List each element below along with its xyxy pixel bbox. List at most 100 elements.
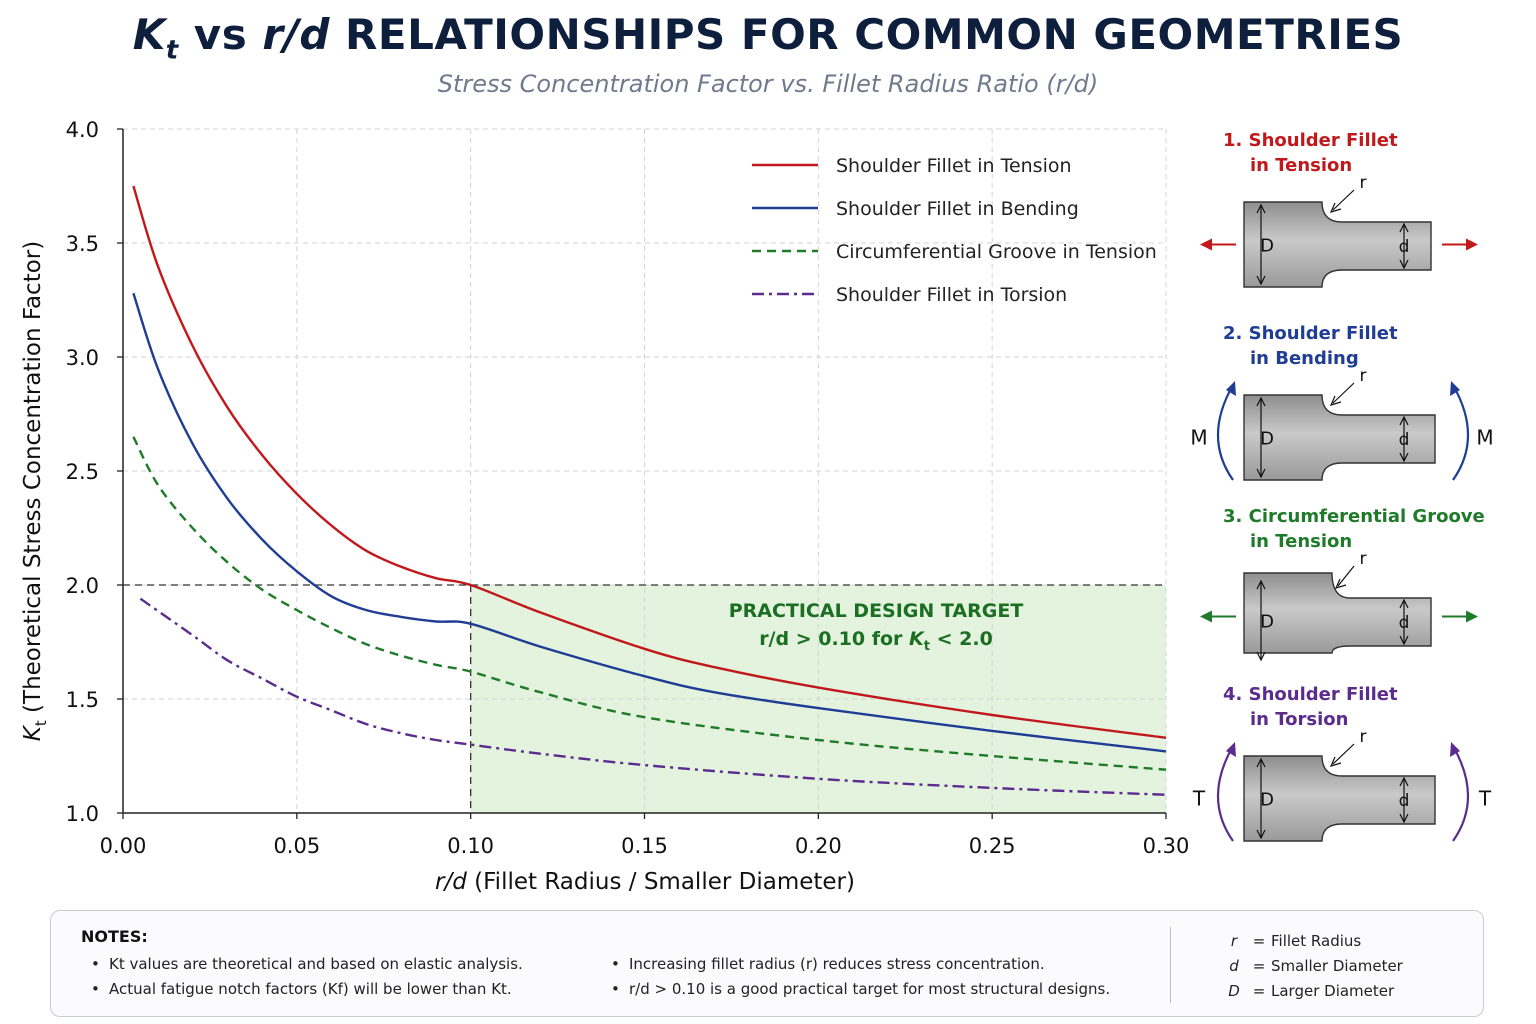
legend-label: Circumferential Groove in Tension	[836, 241, 1157, 263]
diagram-title-line1: 4. Shoulder Fillet	[1223, 684, 1398, 705]
title-rest: RELATIONSHIPS FOR COMMON GEOMETRIES	[329, 10, 1404, 59]
target-label-line2: r/d > 0.10 for Kt < 2.0	[759, 628, 993, 654]
symbol-desc: Fillet Radius	[1271, 932, 1362, 950]
dim-arrow	[1256, 275, 1266, 286]
moment-label-right: M	[1476, 426, 1493, 450]
moment-arrowhead	[1226, 742, 1236, 757]
dim-arrow	[1399, 222, 1409, 233]
symbol-desc: Smaller Diameter	[1271, 957, 1403, 975]
symbol-row: d = Smaller Diameter	[1221, 954, 1403, 979]
moment-label-right: T	[1478, 787, 1492, 811]
symbol-desc: Larger Diameter	[1271, 982, 1395, 1000]
moment-arc-left	[1217, 745, 1234, 842]
x-tick-label: 0.05	[273, 834, 320, 858]
load-arrowhead	[1200, 238, 1212, 251]
dim-arrow	[1256, 651, 1266, 662]
series-line-1	[132, 185, 1167, 739]
notes-title: NOTES:	[81, 927, 148, 946]
x-tick-label: 0.20	[795, 834, 842, 858]
moment-arrowhead	[1226, 381, 1236, 396]
diagram-title-line1: 3. Circumferential Groove	[1223, 506, 1485, 527]
notes-column-1: Kt values are theoretical and based on e…	[87, 952, 523, 1002]
label-d: d	[1399, 791, 1410, 811]
dim-arrow	[1256, 396, 1266, 407]
series-line-3	[132, 436, 1167, 771]
legend-label: Shoulder Fillet in Torsion	[836, 284, 1067, 306]
shaft-shape	[1243, 755, 1436, 842]
r-arrow	[1334, 578, 1347, 589]
diagram-4: 4. Shoulder Fillet in Torsion D d r T T	[1192, 684, 1492, 842]
label-d: d	[1399, 613, 1410, 633]
load-arrowhead	[1200, 610, 1212, 623]
r-pointer	[1332, 382, 1355, 404]
title-kt: K	[132, 10, 166, 59]
symbol-equals: =	[1252, 982, 1266, 1000]
kt-chart: 0.00 0.05 0.10 0.15 0.20 0.25 0.30 1.0 1.5 2.0 2.5…	[20, 118, 1494, 895]
title-vs: vs	[178, 10, 263, 59]
label-D: D	[1260, 429, 1274, 450]
page-title: Kt vs r/d RELATIONSHIPS FOR COMMON GEOME…	[0, 10, 1536, 65]
dim-arrow	[1256, 468, 1266, 479]
diagram-title-line1: 2. Shoulder Fillet	[1223, 323, 1398, 344]
symbol-legend: r = Fillet Radius d = Smaller Diameter D = Lar…	[1221, 929, 1403, 1004]
moment-label-left: M	[1190, 426, 1207, 450]
dim-arrow	[1256, 757, 1266, 768]
symbol: r	[1230, 932, 1238, 950]
moment-arc-right	[1452, 745, 1469, 842]
moment-arrowhead	[1450, 381, 1460, 396]
label-r: r	[1360, 366, 1367, 386]
page-subtitle: Stress Concentration Factor vs. Fillet R…	[437, 70, 1099, 98]
diagram-1: 1. Shoulder Fillet in Tension D d r	[1200, 130, 1478, 288]
shaft-shape	[1243, 201, 1432, 288]
moment-arc-right	[1452, 384, 1469, 481]
load-arrowhead	[1466, 238, 1478, 251]
dim-arrow	[1399, 598, 1409, 609]
label-r: r	[1360, 173, 1367, 193]
label-r: r	[1360, 549, 1367, 569]
symbol-equals: =	[1252, 932, 1266, 950]
title-rd: r/d	[262, 10, 330, 59]
moment-label-left: T	[1192, 787, 1206, 811]
label-d: d	[1399, 237, 1410, 257]
dim-arrow	[1399, 259, 1409, 270]
legend-label: Shoulder Fillet in Bending	[836, 198, 1079, 220]
r-arrow	[1329, 202, 1342, 213]
r-pointer	[1332, 743, 1355, 765]
dim-arrow	[1399, 813, 1409, 824]
load-arrowhead	[1466, 610, 1478, 623]
legend-label: Shoulder Fillet in Tension	[836, 155, 1072, 177]
label-D: D	[1260, 790, 1274, 811]
notes-divider	[1170, 927, 1171, 1003]
label-D: D	[1260, 236, 1274, 257]
r-pointer	[1337, 565, 1355, 587]
diagram-title-line2: in Tension	[1250, 155, 1352, 176]
note-item: Actual fatigue notch factors (Kf) will b…	[87, 977, 523, 1002]
x-tick-label: 0.30	[1143, 834, 1190, 858]
r-pointer	[1332, 189, 1355, 211]
target-label-line1: PRACTICAL DESIGN TARGET	[729, 600, 1024, 622]
note-item: Increasing fillet radius (r) reduces str…	[607, 952, 1110, 977]
shaft-shape	[1243, 572, 1432, 654]
moment-arc-left	[1217, 384, 1234, 481]
symbol: d	[1229, 957, 1239, 975]
note-item: Kt values are theoretical and based on e…	[87, 952, 523, 977]
dim-arrow	[1256, 203, 1266, 214]
x-tick-label: 0.10	[447, 834, 494, 858]
notes-column-2: Increasing fillet radius (r) reduces str…	[607, 952, 1110, 1002]
label-d: d	[1399, 430, 1410, 450]
diagram-title-line2: in Bending	[1250, 348, 1359, 369]
y-tick-label: 3.5	[66, 232, 99, 256]
label-D: D	[1260, 612, 1274, 633]
y-axis-label: Kt (Theoretical Stress Concentration Fac…	[20, 241, 50, 741]
series-line-2	[132, 292, 1167, 753]
y-tick-label: 2.5	[66, 460, 99, 484]
moment-arrowhead	[1450, 742, 1460, 757]
dim-arrow	[1399, 452, 1409, 463]
x-tick-label: 0.15	[621, 834, 668, 858]
series-line-4	[139, 597, 1167, 796]
x-tick-label: 0.00	[100, 834, 147, 858]
diagram-3: 3. Circumferential Groove in Tension D d r	[1200, 506, 1485, 662]
y-tick-label: 2.0	[66, 574, 99, 598]
symbol-row: D = Larger Diameter	[1221, 979, 1403, 1004]
r-arrow	[1329, 395, 1342, 406]
